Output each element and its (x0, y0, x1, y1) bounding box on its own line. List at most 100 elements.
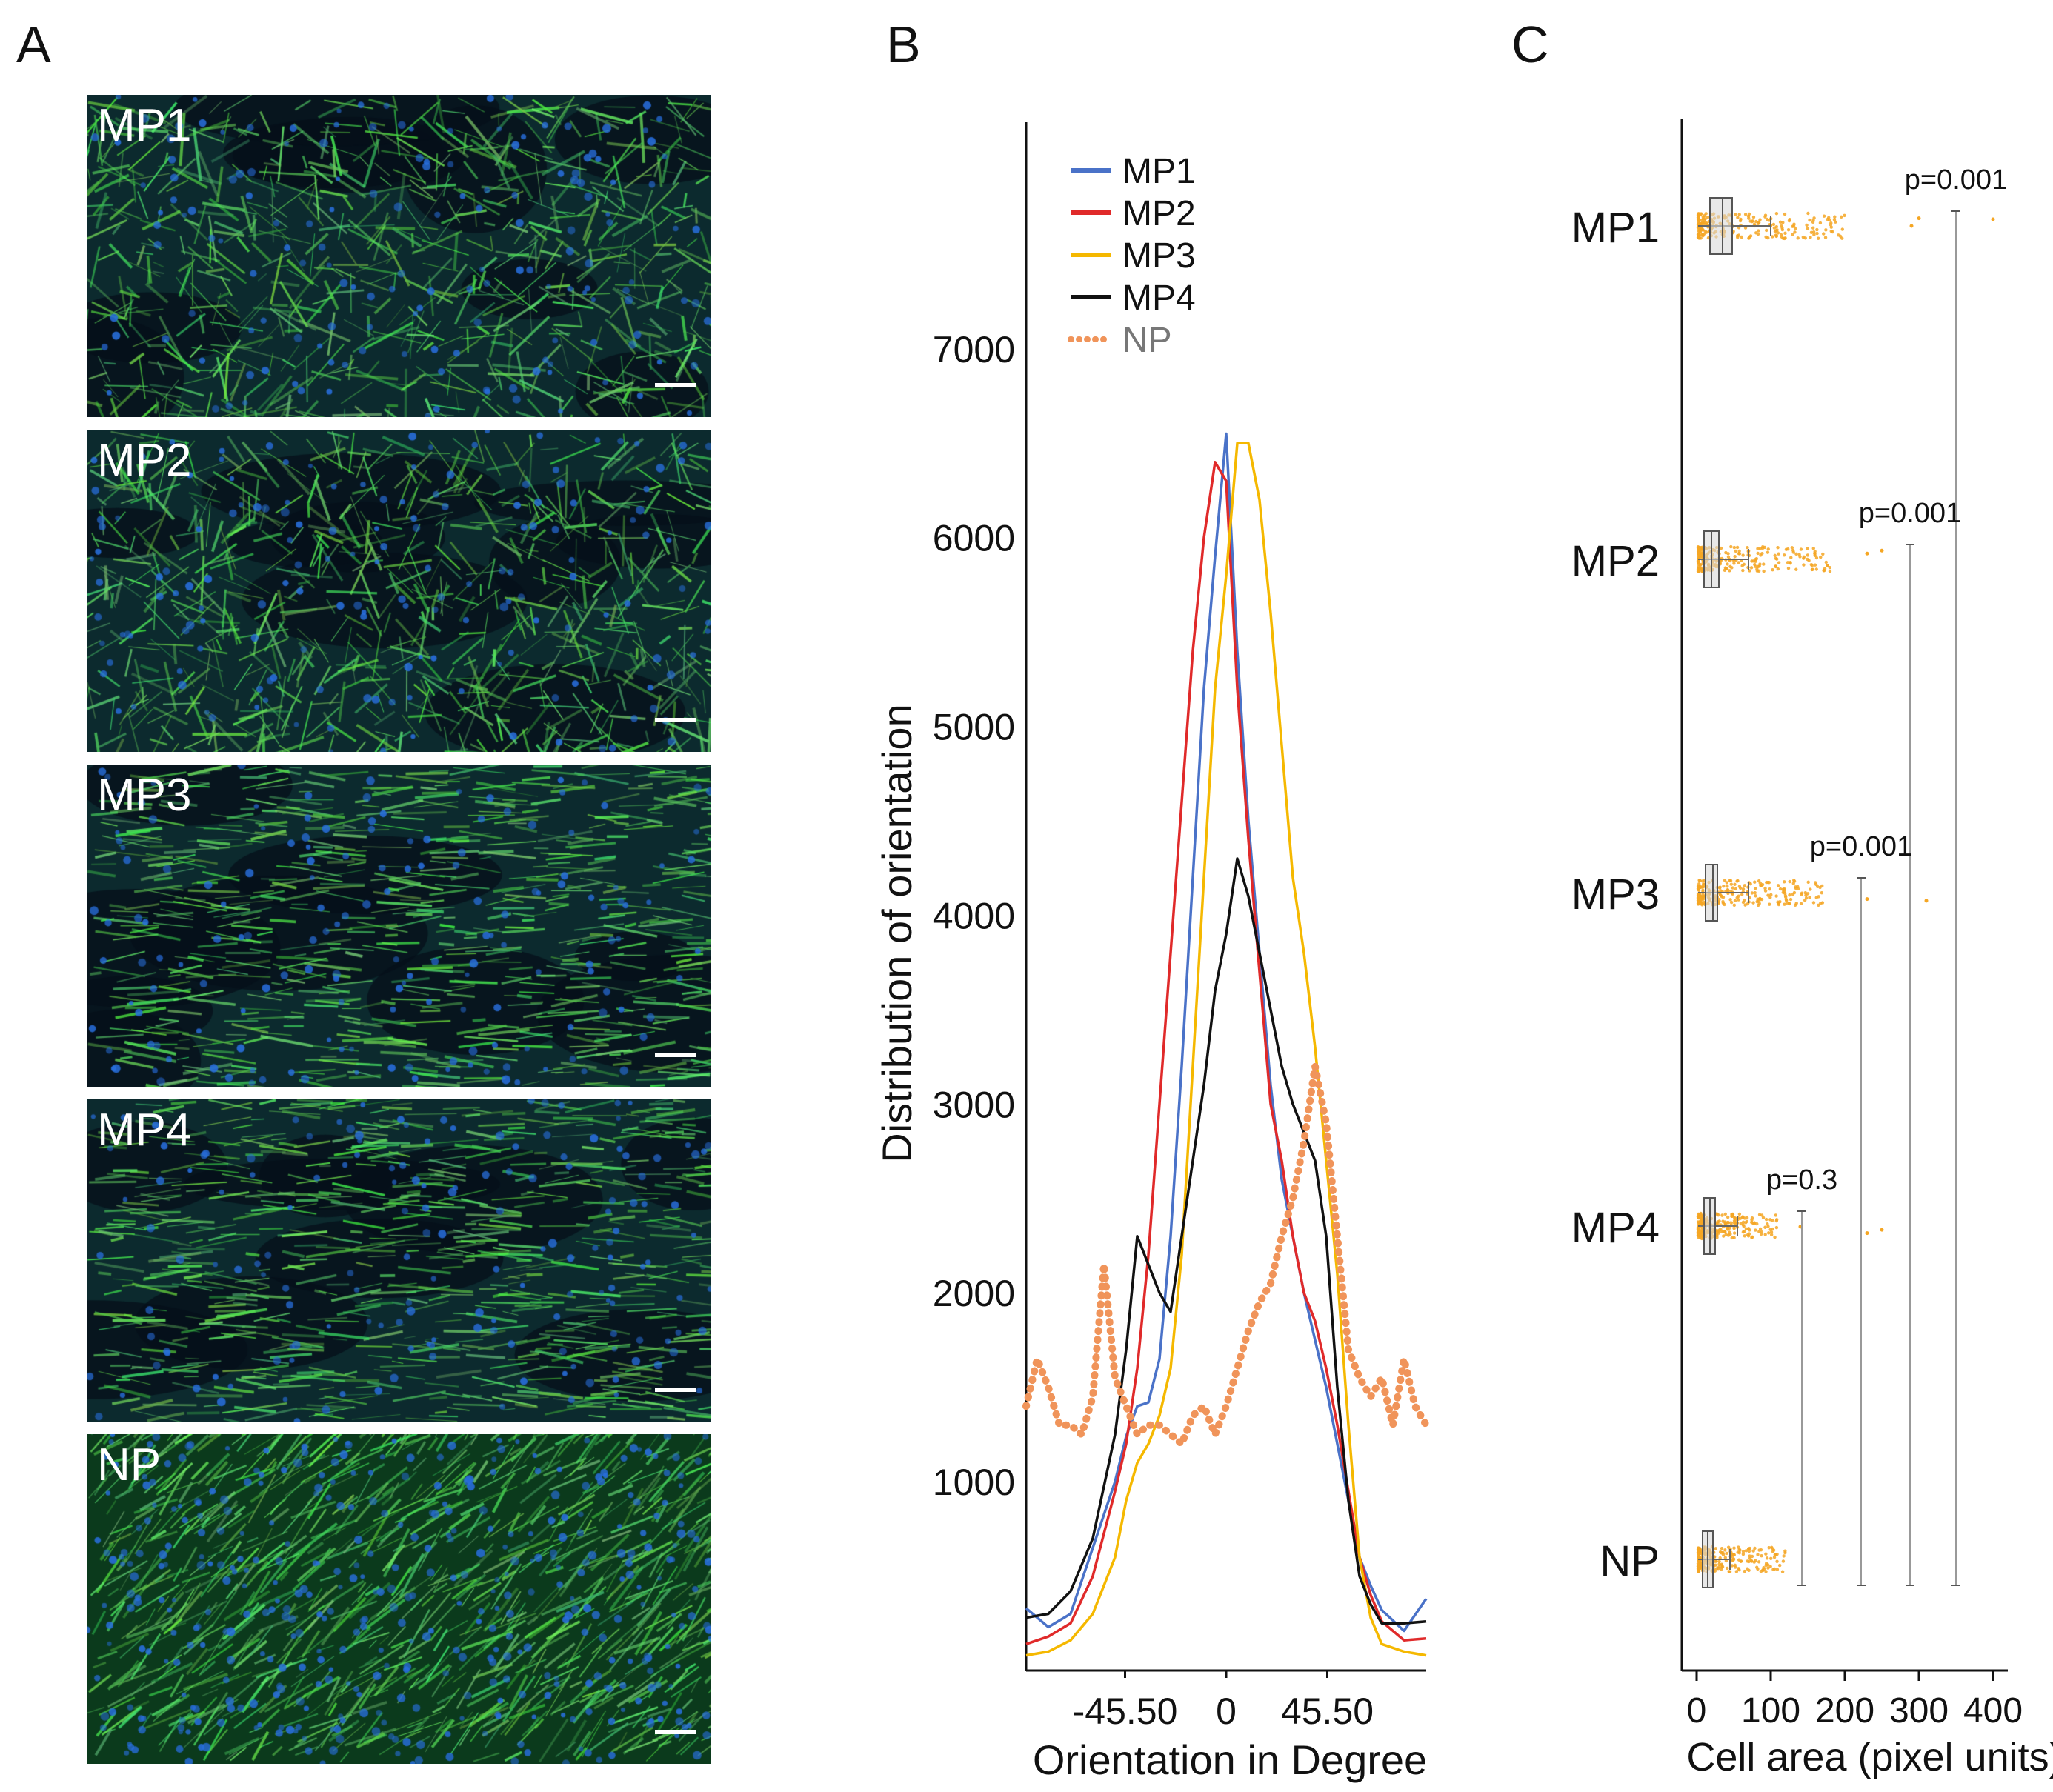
data-point (1763, 886, 1767, 890)
data-point (1741, 1552, 1746, 1556)
data-point (1808, 218, 1811, 222)
micrograph-image (87, 1434, 711, 1764)
data-point (1743, 226, 1748, 230)
scale-bar (655, 383, 696, 387)
data-point (1775, 1559, 1779, 1564)
category-label: NP (1600, 1537, 1660, 1585)
scale-bar (655, 1388, 696, 1392)
data-point (1733, 554, 1737, 559)
data-point (1768, 1218, 1772, 1222)
data-point (1811, 230, 1816, 234)
outlier-point (1991, 217, 1995, 221)
data-point (1756, 564, 1760, 568)
data-point (1799, 902, 1803, 906)
data-point (1764, 1217, 1768, 1222)
y-tick-label: 3000 (933, 1084, 1015, 1125)
panel-label-a: A (16, 16, 51, 73)
data-point (1840, 227, 1845, 231)
data-point (1757, 1560, 1761, 1564)
data-point (1774, 1219, 1778, 1223)
micrograph-texture (87, 95, 711, 417)
data-point (1737, 561, 1740, 564)
data-point (1766, 236, 1770, 240)
data-point (1717, 1567, 1720, 1571)
data-point (1766, 217, 1769, 221)
data-point (1813, 552, 1817, 556)
data-point (1788, 879, 1791, 884)
data-point (1697, 899, 1700, 902)
data-point (1728, 1570, 1732, 1573)
data-point (1717, 1213, 1720, 1217)
data-point (1771, 222, 1776, 227)
data-point (1810, 564, 1814, 567)
data-point (1728, 898, 1732, 902)
p-value-label: p=0.001 (1810, 831, 1912, 862)
data-point (1735, 545, 1740, 550)
data-point (1814, 567, 1818, 571)
data-point (1755, 1222, 1759, 1226)
data-point (1768, 1228, 1772, 1231)
data-point (1750, 891, 1754, 895)
data-point (1769, 1230, 1774, 1234)
data-point (1728, 1226, 1731, 1230)
data-point (1717, 886, 1722, 890)
data-point (1726, 555, 1731, 559)
data-point (1696, 1230, 1700, 1234)
micrograph-label: MP4 (97, 1105, 192, 1156)
data-point (1762, 1567, 1766, 1571)
data-point (1822, 232, 1826, 236)
data-point (1743, 1234, 1746, 1238)
data-point (1774, 212, 1779, 216)
data-point (1783, 553, 1786, 557)
data-point (1726, 1566, 1729, 1571)
micrograph-texture (87, 1099, 711, 1422)
data-point (1721, 1550, 1725, 1555)
scale-bar (655, 1053, 696, 1057)
data-point (1741, 887, 1746, 891)
data-point (1736, 236, 1740, 239)
micrograph-image (87, 95, 711, 417)
orientation-line-chart: 1000 2000 3000 4000 5000 6000 7000 -45.50 0 45.50… (874, 122, 1430, 1783)
data-point (1818, 221, 1823, 225)
data-point (1725, 1551, 1728, 1556)
data-point (1744, 1549, 1748, 1553)
data-point (1723, 1548, 1727, 1552)
data-point (1782, 1554, 1786, 1558)
data-point (1737, 226, 1741, 230)
data-point (1725, 881, 1728, 885)
data-point (1756, 1553, 1760, 1556)
x-tick-label: -45.50 (1073, 1691, 1178, 1732)
micrograph-label: MP2 (97, 435, 192, 486)
data-point (1732, 545, 1737, 550)
data-point (1697, 222, 1700, 227)
data-point (1828, 565, 1831, 570)
category-label: MP1 (1571, 204, 1660, 252)
data-point (1729, 882, 1734, 886)
legend-label-mp2: MP2 (1122, 194, 1196, 233)
data-point (1697, 1546, 1700, 1550)
data-point (1809, 230, 1814, 235)
data-point (1734, 1570, 1739, 1573)
data-point (1811, 547, 1815, 550)
data-point (1786, 561, 1790, 564)
data-point (1737, 552, 1741, 556)
data-point (1745, 1216, 1749, 1220)
data-point (1803, 899, 1807, 902)
data-point (1696, 1215, 1700, 1219)
data-point (1701, 894, 1706, 899)
data-point (1774, 234, 1778, 239)
data-point (1733, 1216, 1737, 1220)
data-point (1741, 568, 1745, 573)
p-value-label: p=0.3 (1766, 1165, 1837, 1196)
data-point (1747, 1232, 1751, 1236)
data-point (1746, 1567, 1749, 1571)
data-point (1758, 562, 1762, 566)
data-point (1759, 1232, 1763, 1236)
data-point (1771, 568, 1774, 572)
data-point (1696, 1233, 1700, 1237)
data-point (1786, 566, 1791, 570)
data-point (1773, 1235, 1777, 1239)
data-point (1722, 885, 1726, 888)
data-point (1701, 215, 1705, 219)
data-point (1817, 895, 1820, 899)
